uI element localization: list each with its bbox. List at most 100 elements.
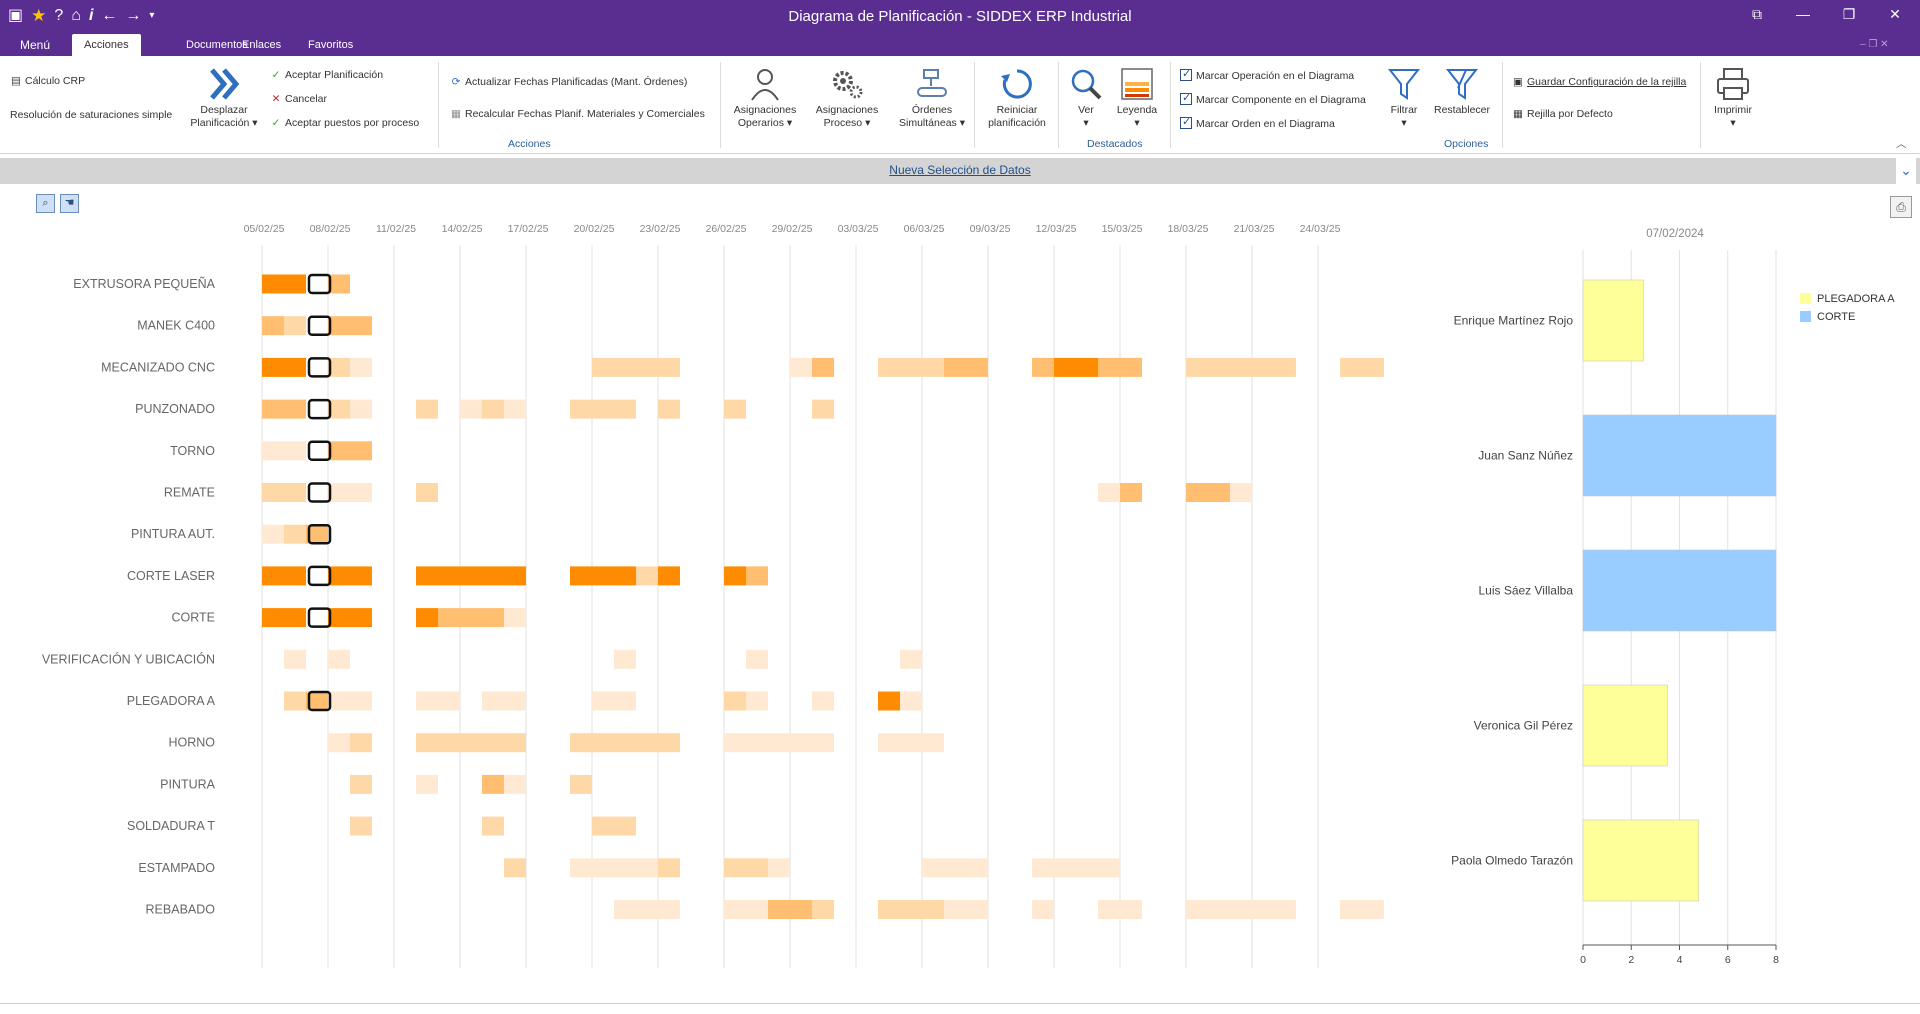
gantt-date-label: 21/03/25	[1234, 223, 1275, 235]
gantt-bar-cell	[1032, 900, 1054, 919]
gantt-bar-cell	[614, 691, 636, 711]
gantt-bar-cell	[878, 691, 900, 711]
restablecer-button[interactable]: Restablecer	[1430, 66, 1494, 117]
bar-chart-category-label: Enrique Martínez Rojo	[1454, 314, 1574, 328]
gantt-date-label: 06/03/25	[904, 223, 945, 235]
gantt-selected-marker	[307, 690, 332, 712]
calculator-icon: ▤	[11, 75, 21, 87]
gantt-bar-cell	[1098, 900, 1120, 919]
forward-arrow-icon[interactable]: →	[125, 7, 142, 24]
gantt-bar-cell	[1208, 900, 1230, 919]
rejilla-defecto-button[interactable]: ▦ Rejilla por Defecto	[1513, 108, 1613, 120]
zoom-tool-icon[interactable]: ⌕	[36, 194, 55, 213]
tab-acciones[interactable]: Acciones	[72, 34, 141, 56]
marcar-componente-checkbox[interactable]: Marcar Componente en el Diagrama	[1180, 91, 1366, 106]
gantt-selected-marker	[307, 565, 332, 587]
gantt-bar-cell	[922, 357, 944, 377]
maximize-button[interactable]: ❐	[1842, 6, 1856, 22]
gantt-date-label: 03/03/25	[838, 223, 879, 235]
separator	[720, 62, 721, 148]
gantt-chart: 05/02/25 08/02/25 11/02/25 14/02/25 17/02/25…	[42, 223, 1384, 968]
bar-chart-title: 07/02/2024	[1646, 228, 1704, 240]
gantt-bar-cell	[1098, 858, 1120, 878]
gantt-bar-cell	[790, 733, 812, 753]
recalcular-fechas-button[interactable]: ▦ Recalcular Fechas Planif. Materiales y …	[451, 108, 705, 120]
guardar-configuracion-button[interactable]: ▣ Guardar Configuración de la rejilla	[1513, 76, 1687, 88]
gantt-row-label: MECANIZADO CNC	[101, 360, 215, 374]
aceptar-planificacion-button[interactable]: ✓ Aceptar Planificación	[271, 69, 384, 81]
gantt-date-label: 14/02/25	[442, 223, 483, 235]
pan-tool-icon[interactable]: ☚	[60, 194, 79, 213]
tab-favoritos[interactable]: Favoritos	[308, 39, 354, 51]
reiniciar-planificacion-button[interactable]: Reiniciar planificación	[982, 66, 1052, 130]
ordenes-simultaneas-button[interactable]: Órdenes Simultáneas ▾	[892, 66, 972, 130]
asignaciones-proceso-button[interactable]: Asignaciones Proceso ▾	[808, 66, 886, 130]
gantt-bar-cell	[724, 399, 746, 419]
gantt-bar-cell	[350, 316, 372, 336]
gantt-bar-cell	[614, 858, 636, 878]
gantt-bar-cell	[1252, 900, 1274, 919]
dropdown-chevron-icon[interactable]: ▾	[149, 10, 155, 21]
aceptar-puestos-button[interactable]: ✓ Aceptar puestos por proceso	[271, 117, 420, 129]
favorites-star-icon[interactable]: ★	[31, 6, 47, 25]
gantt-bar-cell	[658, 399, 680, 419]
magnifier-icon	[1071, 69, 1102, 100]
gantt-date-label: 20/02/25	[574, 223, 615, 235]
ver-button[interactable]: Ver ▾	[1066, 66, 1106, 130]
gantt-bar-cell	[922, 858, 944, 878]
gantt-row-label: ESTAMPADO	[138, 861, 215, 875]
back-arrow-icon[interactable]: ←	[101, 7, 118, 24]
gantt-bar-cell	[746, 649, 768, 669]
leyenda-button[interactable]: Leyenda ▾	[1112, 66, 1162, 130]
ribbon-mini-controls[interactable]: – ❐ ✕	[1860, 39, 1889, 50]
help-icon[interactable]: ?	[54, 7, 64, 24]
print-chart-icon[interactable]: ⎙	[1890, 196, 1912, 218]
gantt-bar-cell	[944, 858, 966, 878]
gantt-bar-cell	[438, 566, 460, 586]
gantt-bar-cell	[482, 566, 504, 586]
imprimir-button[interactable]: Imprimir ▾	[1708, 66, 1758, 130]
minimize-button[interactable]: —	[1796, 6, 1810, 22]
calculo-crp-button[interactable]: ▤ Cálculo CRP	[11, 75, 86, 87]
collapse-ribbon-icon[interactable]: ︿	[1896, 138, 1907, 150]
gantt-bar-cell	[1076, 357, 1098, 377]
gantt-bar-cell	[438, 691, 460, 711]
tab-enlaces[interactable]: Enlaces	[242, 39, 282, 51]
gantt-bar-cell	[1076, 858, 1098, 878]
gantt-bar-cell	[1120, 357, 1142, 377]
gantt-bar-cell	[482, 774, 504, 794]
chevron-down-icon[interactable]: ⌄	[1896, 158, 1916, 184]
home-icon[interactable]: ⌂	[71, 7, 81, 24]
bar-chart-tick-label: 8	[1773, 954, 1779, 966]
gantt-row-label: TORNO	[170, 444, 215, 458]
desplazar-planificacion-button[interactable]: Desplazar Planificación ▾	[184, 66, 264, 130]
cancelar-button[interactable]: ✕ Cancelar	[271, 93, 328, 105]
app-menu-icon[interactable]: ▣	[8, 7, 24, 24]
bar-chart-bar	[1582, 819, 1700, 902]
restore-layout-icon[interactable]: ⧉	[1752, 6, 1762, 22]
resolucion-saturaciones-button[interactable]: Resolución de saturaciones simple	[10, 109, 173, 121]
gantt-bar-cell	[614, 733, 636, 753]
filtrar-button[interactable]: Filtrar ▾	[1384, 66, 1424, 130]
gantt-bar-cell	[504, 399, 526, 419]
legend-label: PLEGADORA A	[1817, 293, 1895, 305]
gantt-bar-cell	[900, 900, 922, 919]
gantt-date-label: 11/02/25	[376, 223, 416, 235]
tab-menu[interactable]: Menú	[20, 38, 51, 52]
tab-documentos[interactable]: Documentos	[186, 39, 248, 51]
gantt-bar-cell	[1098, 357, 1120, 377]
marcar-operacion-checkbox[interactable]: Marcar Operación en el Diagrama	[1180, 67, 1354, 82]
asignaciones-operarios-button[interactable]: Asignaciones Operarios ▾	[728, 66, 802, 130]
nueva-seleccion-link[interactable]: Nueva Selección de Datos	[889, 163, 1031, 177]
funnel-icon	[1387, 69, 1421, 100]
actualizar-fechas-button[interactable]: ⟳ Actualizar Fechas Planificadas (Mant. Ó…	[451, 76, 688, 88]
checkbox-checked-icon	[1180, 115, 1192, 129]
group-label-acciones: Acciones	[508, 138, 551, 150]
close-button[interactable]: ✕	[1889, 6, 1901, 22]
gantt-bar-cell	[262, 316, 284, 336]
marcar-orden-checkbox[interactable]: Marcar Orden en el Diagrama	[1180, 115, 1335, 130]
gantt-bar-cell	[328, 566, 350, 586]
gantt-row-label: VERIFICACIÓN Y UBICACIÓN	[42, 651, 215, 666]
gantt-bar-cell	[284, 691, 306, 711]
info-icon[interactable]: i	[88, 7, 94, 24]
